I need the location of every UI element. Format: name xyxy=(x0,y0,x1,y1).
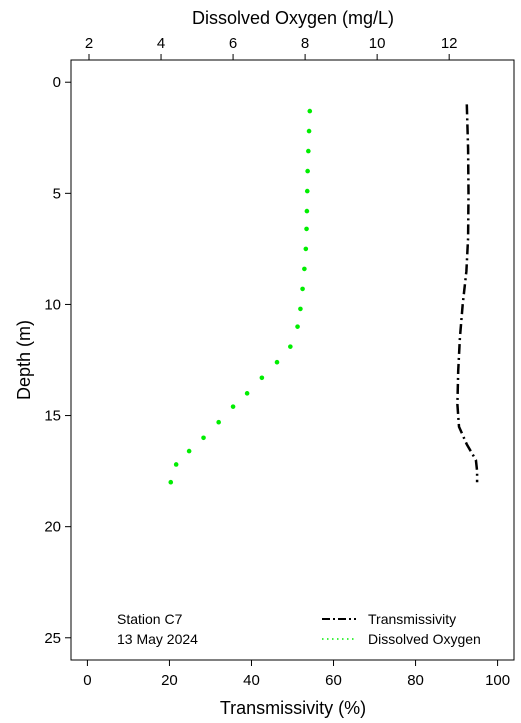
dissolved-oxygen-point xyxy=(305,168,310,174)
series-layer xyxy=(168,104,479,485)
x-axis-top-title: Dissolved Oxygen (mg/L) xyxy=(192,8,394,28)
dissolved-oxygen-point xyxy=(216,419,221,425)
y-axis-ticks: 0 5 10 15 20 25 xyxy=(44,74,71,647)
dissolved-oxygen-point xyxy=(298,306,303,312)
x-axis-bottom-title: Transmissivity (%) xyxy=(220,698,366,718)
dissolved-oxygen-point xyxy=(306,128,312,134)
x-bottom-tick-label: 20 xyxy=(161,672,178,689)
x-top-tick-label: 2 xyxy=(85,35,93,52)
dissolved-oxygen-point xyxy=(288,344,293,349)
dissolved-oxygen-point xyxy=(304,226,309,232)
y-tick-label: 25 xyxy=(44,630,61,647)
y-axis-title: Depth (m) xyxy=(14,320,34,400)
dissolved-oxygen-point xyxy=(230,404,236,409)
dissolved-oxygen-point xyxy=(201,435,206,441)
dissolved-oxygen-point xyxy=(274,359,280,365)
dissolved-oxygen-point xyxy=(186,448,192,454)
dissolved-oxygen-point xyxy=(307,108,313,114)
x-top-tick-label: 10 xyxy=(369,35,386,52)
y-tick-label: 5 xyxy=(53,185,61,202)
dissolved-oxygen-point xyxy=(259,375,265,381)
station-label: Station C7 xyxy=(117,611,183,627)
dissolved-oxygen-point xyxy=(173,462,179,467)
x-bottom-tick-label: 40 xyxy=(243,672,260,689)
x-bottom-tick-label: 0 xyxy=(83,672,91,689)
y-tick-label: 10 xyxy=(44,296,61,313)
x-top-tick-label: 8 xyxy=(301,35,309,52)
x-top-tick-label: 4 xyxy=(157,35,165,52)
date-label: 13 May 2024 xyxy=(117,631,198,647)
y-tick-label: 20 xyxy=(44,519,61,536)
legend: Transmissivity Dissolved Oxygen xyxy=(322,611,481,647)
dissolved-oxygen-point xyxy=(303,246,309,252)
x-top-tick-label: 12 xyxy=(441,35,458,52)
legend-label-transmissivity: Transmissivity xyxy=(368,611,456,627)
dissolved-oxygen-point xyxy=(304,208,310,214)
dissolved-oxygen-point xyxy=(302,266,307,272)
x-axis-top-ticks: 2 4 6 8 10 12 xyxy=(85,35,458,60)
dissolved-oxygen-point xyxy=(295,324,300,329)
x-bottom-tick-label: 100 xyxy=(485,672,510,689)
dissolved-oxygen-point xyxy=(300,286,305,292)
x-bottom-tick-label: 80 xyxy=(407,672,424,689)
dissolved-oxygen-point xyxy=(306,148,311,154)
y-tick-label: 0 xyxy=(53,74,61,91)
legend-label-dissolved-oxygen: Dissolved Oxygen xyxy=(368,631,481,647)
plot-frame xyxy=(70,59,515,661)
dissolved-oxygen-point xyxy=(168,479,174,485)
dissolved-oxygen-point xyxy=(304,188,310,194)
y-tick-label: 15 xyxy=(44,408,61,425)
transmissivity-line xyxy=(456,104,479,483)
x-top-tick-label: 6 xyxy=(229,35,237,52)
x-bottom-tick-label: 60 xyxy=(325,672,342,689)
x-axis-bottom-ticks: 0 20 40 60 80 100 xyxy=(83,660,510,689)
dissolved-oxygen-point xyxy=(244,391,250,396)
